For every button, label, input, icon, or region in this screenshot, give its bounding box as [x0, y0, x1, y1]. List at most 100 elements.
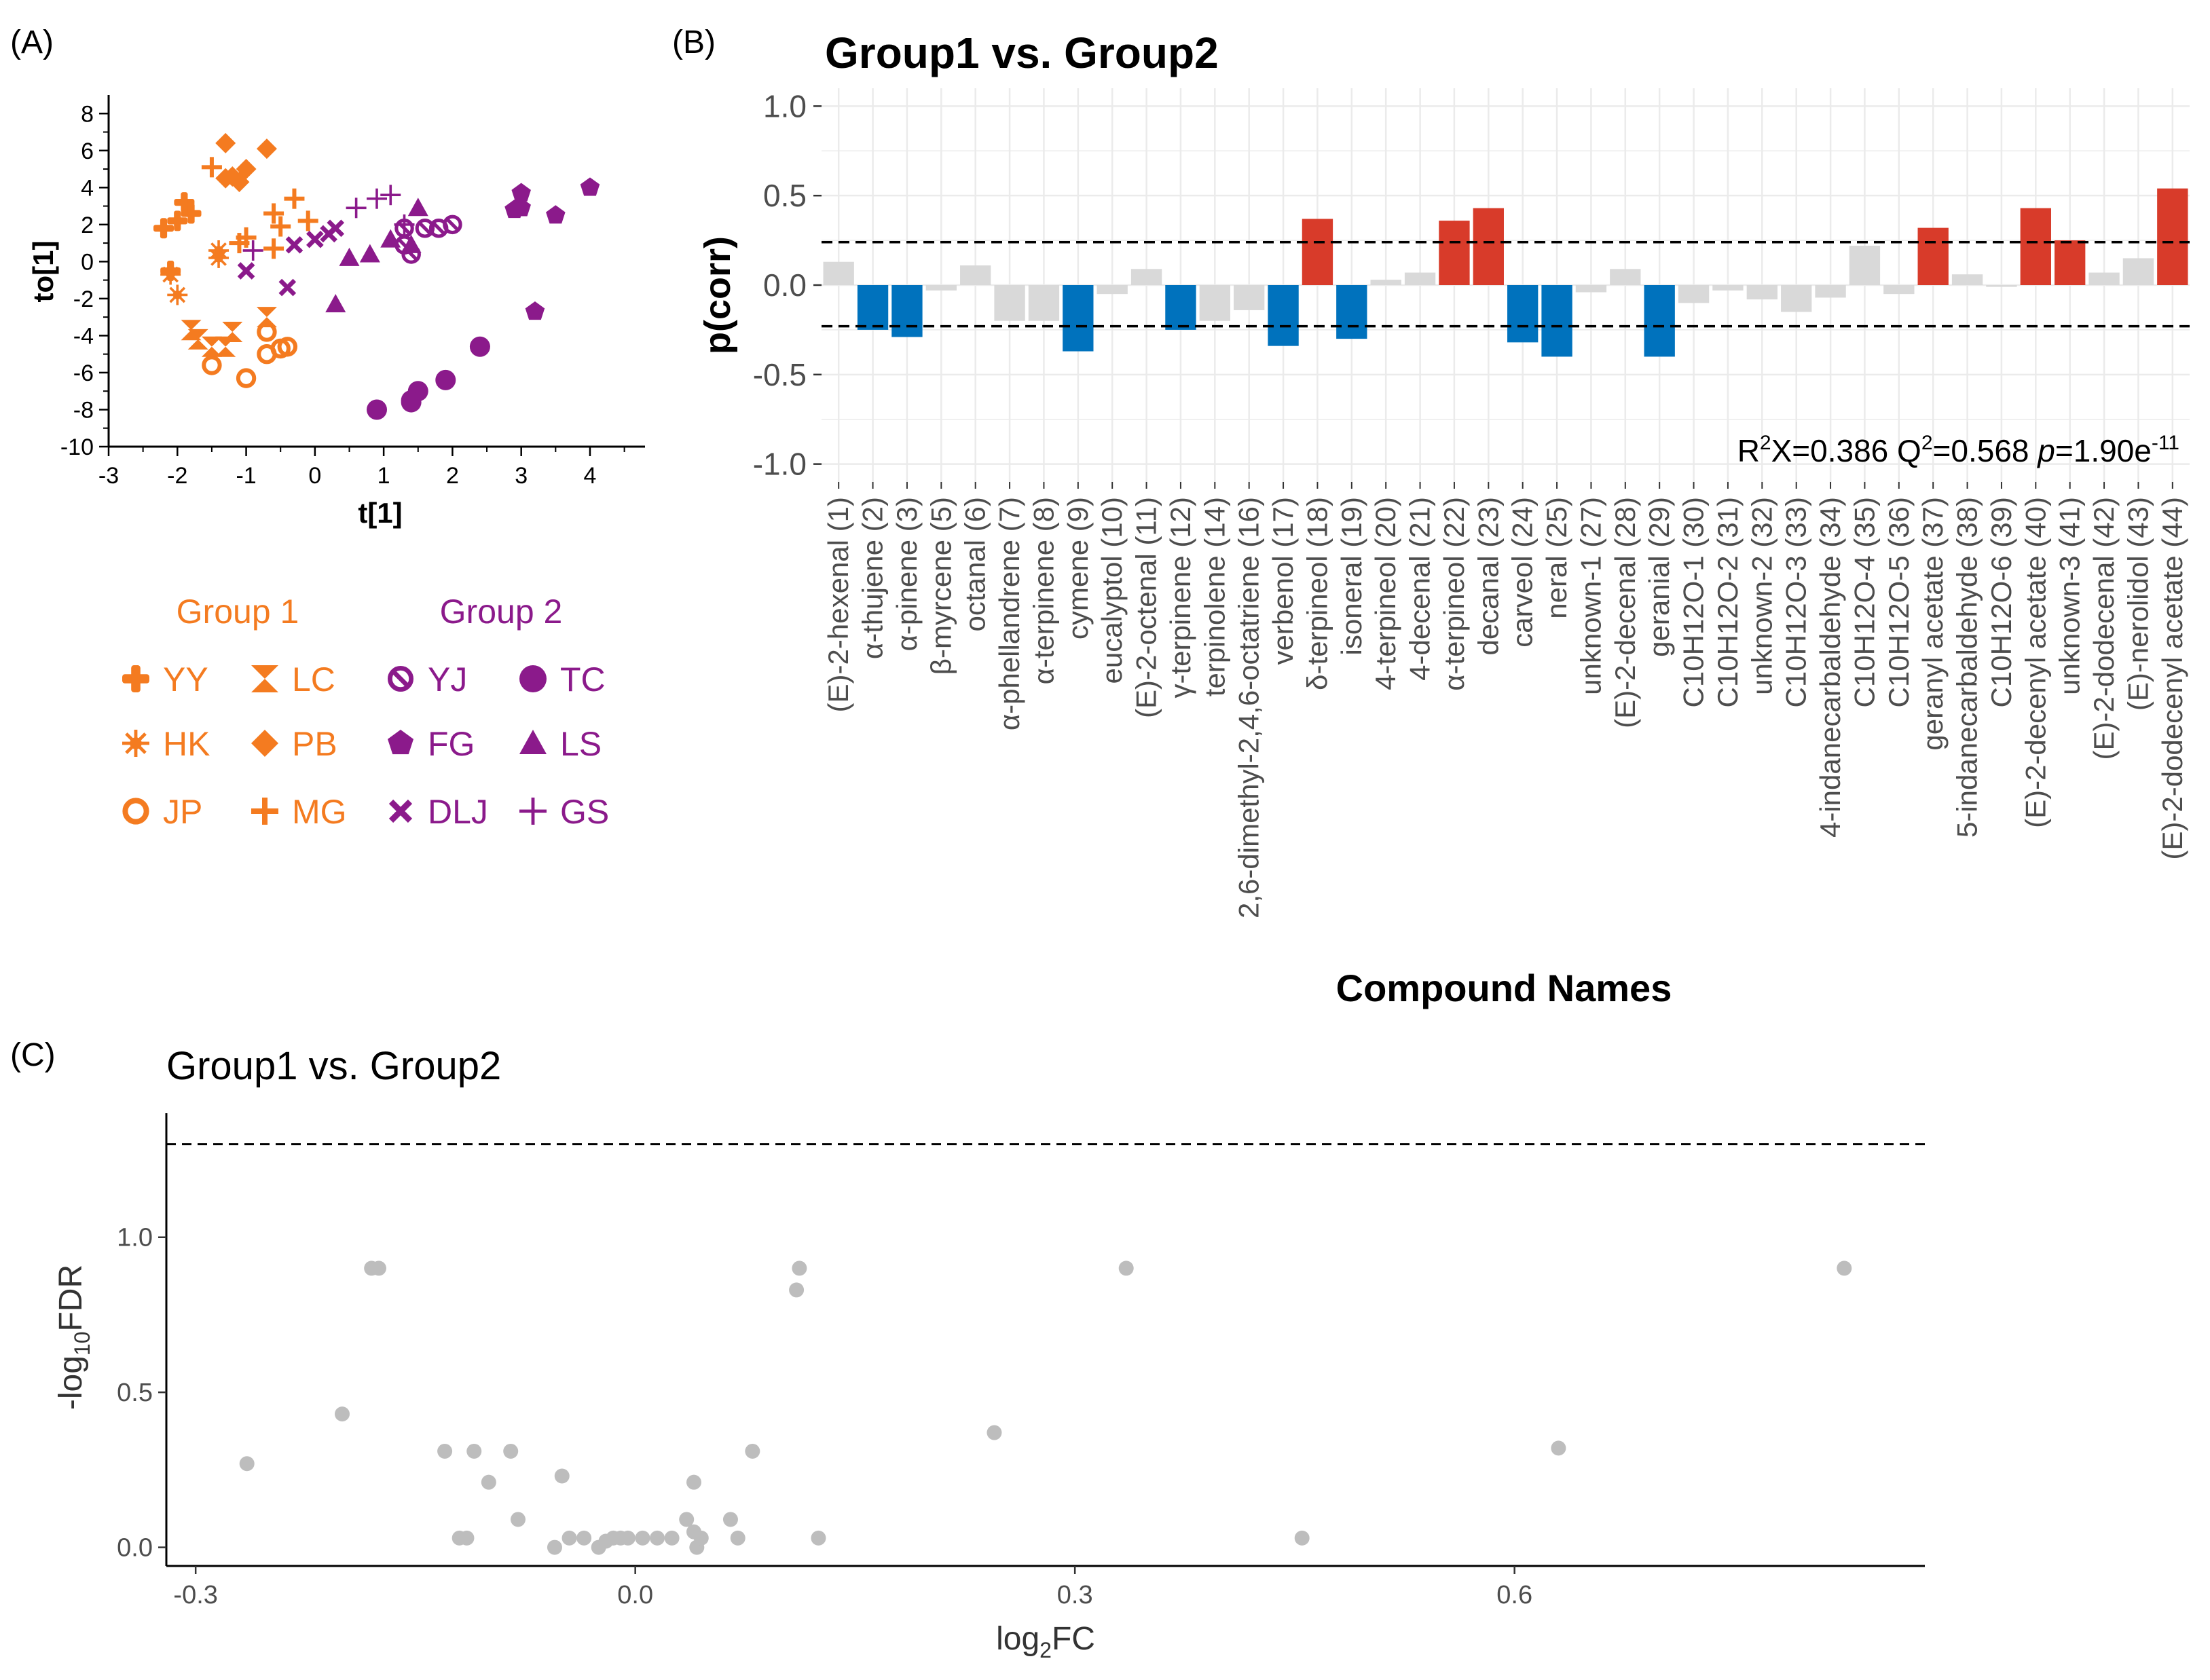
panel-a-point-fg	[546, 205, 566, 224]
panel-a-point-ls	[339, 247, 360, 266]
panel-b-bar	[1130, 269, 1162, 285]
panel-a-point-lc	[201, 336, 222, 357]
panel-b-category-labels: (E)-2-hexenal (1) α-thujene (2) α-pinene (…	[822, 482, 2188, 918]
panel-label-a: (A)	[10, 24, 54, 60]
panel-b-category-label: 4-indanecarbaldehyde (34)	[1814, 497, 1846, 838]
panel-b-category-label: (E)-2-dodecenal (42)	[2088, 497, 2120, 760]
panel-c-point	[1837, 1261, 1852, 1276]
panel-b-y-ticks: -1.0 -0.5 0.0 0.5 1.0	[753, 88, 822, 482]
panel-b-bar	[960, 265, 991, 285]
panel-a-x-tick-label: -1	[236, 463, 256, 489]
legend-marker-fg	[387, 730, 414, 755]
panel-b-category-label: octanal (6)	[959, 497, 991, 631]
panel-b-loadings-bar-chart: Group1 vs. Group2 -1.0 -0.5 0.0 0.5 1.0 (E)-…	[697, 29, 2190, 1009]
panel-c-point	[554, 1468, 570, 1484]
panel-b-category-label: (E)-2-octenal (11)	[1130, 497, 1162, 718]
panel-a-y-tick-label: 0	[81, 249, 94, 275]
legend-label-fg: FG	[428, 725, 475, 763]
panel-b-bar	[1917, 227, 1949, 285]
panel-b-category-label: α-terpinene (8)	[1027, 497, 1059, 684]
panel-b-bar	[2020, 208, 2051, 285]
panel-b-bar	[823, 261, 854, 285]
panel-a-y-tick-label: -6	[73, 360, 94, 386]
panel-b-bar	[1507, 285, 1539, 343]
legend-marker-dlj	[388, 799, 413, 823]
panel-a-axes	[107, 95, 645, 448]
panel-a-point-mg	[297, 210, 318, 231]
panel-c-point	[1294, 1530, 1310, 1546]
panel-a-point-pb	[215, 132, 236, 153]
panel-b-category-label: 5-indanecarbaldehyde (38)	[1951, 497, 1983, 838]
panel-b-category-label: isoneral (19)	[1336, 497, 1367, 655]
panel-a-point-lc	[187, 329, 208, 350]
panel-b-bar	[1370, 280, 1401, 285]
panel-a-point-mg	[229, 233, 250, 254]
panel-a-point-jp	[236, 368, 257, 388]
panel-c-x-tick-label: 0.3	[1057, 1581, 1093, 1609]
panel-a-point-ls	[359, 244, 380, 263]
panel-a-point-gs	[242, 240, 263, 261]
panel-a-point-hk	[160, 264, 181, 285]
legend-marker-mg	[251, 798, 278, 825]
panel-b-category-label: eucalyptol (10)	[1096, 497, 1128, 684]
panel-b-bar	[1439, 221, 1470, 285]
legend-marker-tc	[519, 665, 547, 692]
panel-b-category-label: unknown-1 (27)	[1574, 497, 1606, 695]
panel-a-point-ls	[325, 294, 346, 313]
panel-a-point-yy	[153, 218, 174, 239]
panel-b-category-label: γ-terpinene (12)	[1164, 497, 1196, 698]
panel-a-point-fg	[511, 183, 531, 202]
legend-entries: YY LC YJ TC HK PB FG LS JP MG DLJ GS	[122, 660, 609, 831]
panel-a-point-dlj	[306, 230, 324, 248]
panel-c-y-tick-label: 1.0	[117, 1224, 153, 1252]
panel-b-bar	[1849, 246, 1881, 285]
legend-marker-lc	[251, 665, 278, 692]
panel-b-category-label: carveol (24)	[1507, 497, 1539, 648]
panel-c-point	[686, 1474, 701, 1490]
panel-a-point-tc	[401, 392, 422, 413]
panel-b-category-label: C10H12O-3 (33)	[1780, 497, 1812, 707]
panel-b-bar	[994, 285, 1025, 321]
panel-a-point-ls	[401, 234, 422, 253]
legend-marker-yj	[388, 666, 414, 692]
panel-b-category-label: (E)-2-decenyl acetate (40)	[2019, 497, 2051, 828]
panel-a-point-fg	[525, 301, 545, 320]
panel-b-bar	[1610, 269, 1641, 285]
panel-b-bar	[1986, 285, 2017, 287]
panel-a-point-dlj	[327, 219, 345, 238]
legend-marker-hk	[122, 730, 149, 757]
panel-a-y-label: to[1]	[27, 241, 59, 303]
panel-c-point	[635, 1530, 650, 1546]
panel-b-category-label: unknown-2 (32)	[1746, 497, 1778, 695]
panel-a-point-yj	[415, 219, 435, 238]
panel-c-point	[1551, 1440, 1566, 1456]
panel-a-point-mg	[270, 216, 291, 237]
panel-c-point	[730, 1530, 745, 1546]
panel-a-legend: Group 1 Group 2 YY LC YJ TC HK PB FG LS JP MG DLJ G…	[122, 593, 609, 831]
panel-c-point	[511, 1512, 526, 1527]
panel-c-point	[481, 1474, 496, 1490]
panel-c-y-tick-label: 0.0	[117, 1534, 153, 1563]
panel-a-point-ls	[380, 229, 401, 248]
panel-c-points	[239, 1261, 1852, 1555]
panel-c-title: Group1 vs. Group2	[166, 1044, 501, 1088]
panel-b-bars	[823, 188, 2188, 357]
panel-a-x-tick-label: 3	[515, 463, 528, 489]
panel-c-point	[693, 1530, 709, 1546]
legend-label-tc: TC	[560, 660, 606, 698]
panel-b-category-label: (E)-nerolidol (43)	[2122, 497, 2154, 711]
panel-b-category-label: verbenol (17)	[1267, 497, 1299, 665]
legend-label-dlj: DLJ	[428, 793, 488, 831]
panel-c-point	[576, 1530, 592, 1546]
panel-a-x-tick-label: -2	[167, 463, 187, 489]
panel-b-bar	[1746, 285, 1778, 300]
panel-c-point	[792, 1261, 807, 1276]
panel-b-category-label: α-pinene (3)	[891, 497, 923, 651]
panel-c-y-label: -log10FDR	[53, 1265, 94, 1410]
panel-b-bar	[1815, 285, 1846, 298]
panel-b-category-label: geranial (29)	[1643, 497, 1675, 657]
panel-b-category-label: decanal (23)	[1472, 497, 1504, 655]
panel-c-x-tick-label: 0.6	[1496, 1581, 1532, 1609]
legend-label-ls: LS	[560, 725, 602, 763]
panel-c-point	[239, 1456, 255, 1472]
